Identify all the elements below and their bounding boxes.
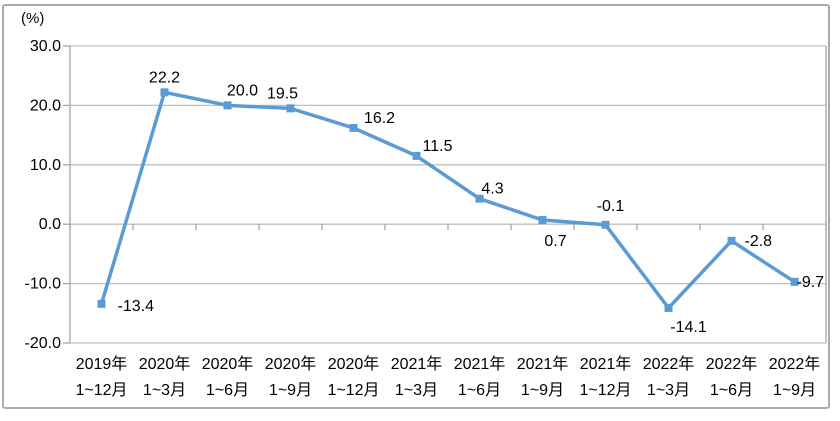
data-label: 16.2 — [364, 110, 395, 127]
data-point-marker — [727, 236, 736, 245]
data-label: -2.8 — [745, 233, 773, 250]
data-label: -14.1 — [670, 319, 707, 336]
data-point-marker — [97, 299, 106, 308]
y-axis-tick-label: 30.0 — [30, 38, 61, 55]
y-axis-tick-label: 0.0 — [39, 216, 61, 233]
y-axis-tick-label: 10.0 — [30, 157, 61, 174]
data-label: 19.5 — [267, 85, 298, 102]
chart-border-frame — [2, 4, 830, 409]
data-label: 20.0 — [227, 82, 258, 99]
y-axis-tick-label: -20.0 — [25, 335, 62, 352]
data-point-marker — [601, 220, 610, 229]
data-point-marker — [790, 277, 799, 286]
y-axis-tick-label: -10.0 — [25, 276, 62, 293]
data-label: -0.1 — [597, 198, 625, 215]
data-point-marker — [664, 303, 673, 312]
data-label: 0.7 — [544, 233, 566, 250]
data-label: -13.4 — [118, 298, 155, 315]
data-point-marker — [412, 151, 421, 160]
data-label: 11.5 — [423, 138, 453, 155]
data-point-marker — [160, 88, 169, 97]
data-point-marker — [349, 123, 358, 132]
data-point-marker — [223, 101, 232, 110]
data-label: -9.7 — [797, 274, 825, 291]
y-axis-unit-label: (%) — [21, 10, 45, 27]
data-label: 4.3 — [481, 181, 503, 198]
data-point-marker — [286, 104, 295, 113]
y-axis-tick-label: 20.0 — [30, 97, 61, 114]
data-point-marker — [475, 194, 484, 203]
data-point-marker — [538, 216, 547, 225]
series-line — [99, 90, 797, 310]
data-label: 22.2 — [149, 69, 180, 86]
